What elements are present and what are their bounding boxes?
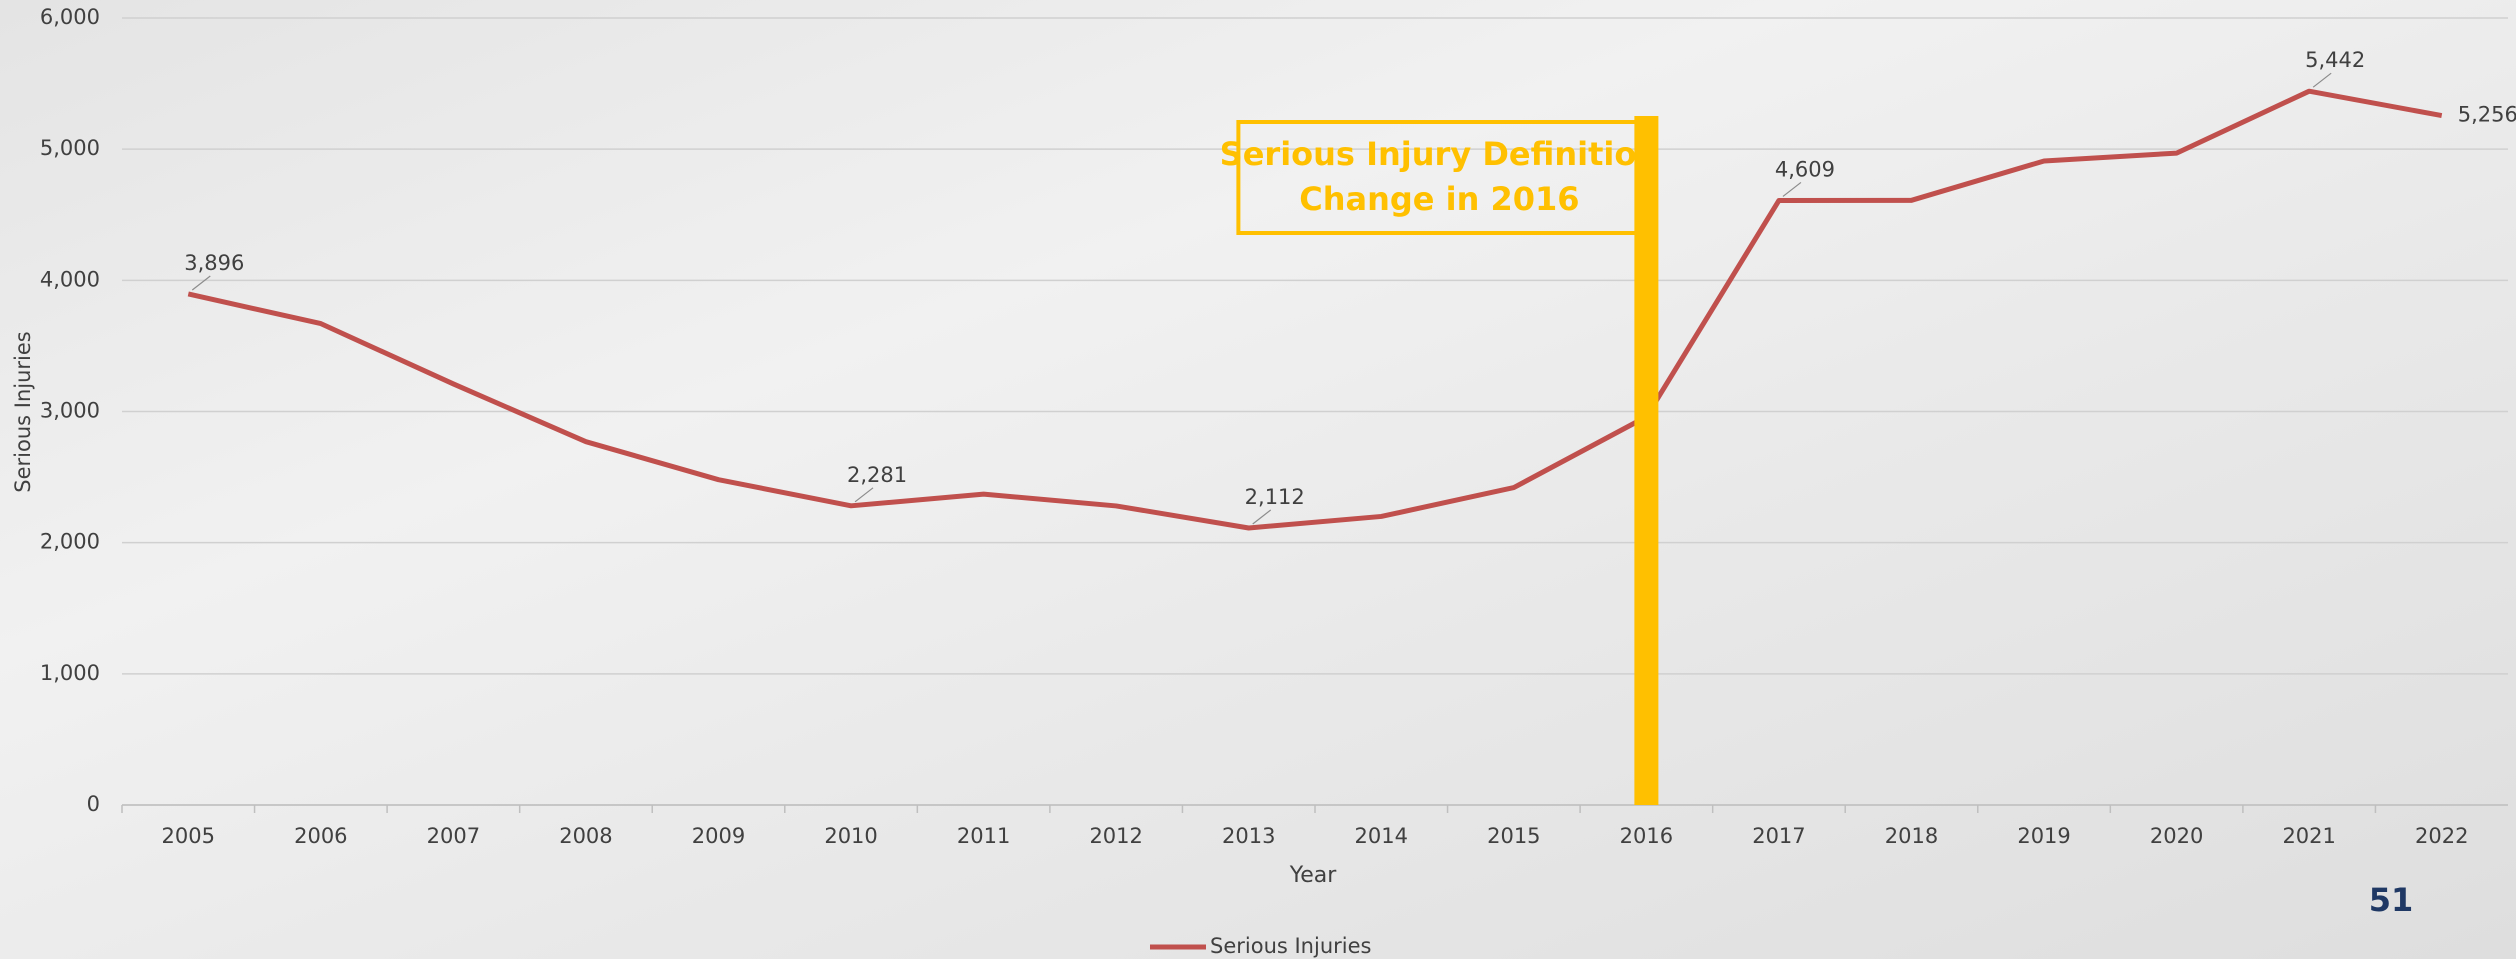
x-tick-label: 2008: [559, 824, 612, 848]
x-tick-label: 2009: [692, 824, 745, 848]
x-tick-label: 2012: [1089, 824, 1142, 848]
x-tick-label: 2020: [2150, 824, 2203, 848]
x-tick-label: 2005: [162, 824, 215, 848]
data-label: 2,281: [847, 463, 907, 487]
leader-line: [1252, 509, 1272, 525]
leader-line: [191, 275, 211, 291]
x-tick-label: 2011: [957, 824, 1010, 848]
leader-line: [2312, 72, 2332, 88]
x-tick-label: 2013: [1222, 824, 1275, 848]
y-tick-label: 1,000: [40, 661, 100, 685]
leader-line: [1782, 181, 1802, 197]
x-tick-label: 2007: [427, 824, 480, 848]
y-tick-label: 6,000: [40, 5, 100, 29]
x-tick-label: 2015: [1487, 824, 1540, 848]
y-tick-label: 2,000: [40, 530, 100, 554]
y-tick-label: 5,000: [40, 136, 100, 160]
annotation-text: Change in 2016: [1299, 180, 1579, 218]
data-label: 5,442: [2305, 48, 2365, 72]
data-label: 2,112: [1245, 485, 1305, 509]
x-tick-label: 2014: [1355, 824, 1408, 848]
x-tick-label: 2017: [1752, 824, 1805, 848]
x-tick-label: 2010: [824, 824, 877, 848]
data-label: 3,896: [184, 251, 244, 275]
x-tick-label: 2006: [294, 824, 347, 848]
x-tick-label: 2021: [2282, 824, 2335, 848]
x-tick-label: 2019: [2017, 824, 2070, 848]
x-axis-title: Year: [1289, 863, 1338, 888]
legend-label: Serious Injuries: [1210, 934, 1371, 958]
leader-line: [854, 487, 874, 503]
data-label: 4,609: [1775, 157, 1835, 181]
page-number: 51: [2369, 881, 2414, 919]
y-tick-label: 4,000: [40, 267, 100, 291]
y-tick-label: 3,000: [40, 399, 100, 423]
x-tick-label: 2016: [1620, 824, 1673, 848]
annotation-bar: [1634, 116, 1659, 805]
annotation-text: Serious Injury Definition: [1220, 135, 1659, 173]
x-tick-label: 2022: [2415, 824, 2468, 848]
y-tick-label: 0: [87, 792, 100, 816]
data-label: 5,256: [2458, 103, 2516, 127]
x-tick-label: 2018: [1885, 824, 1938, 848]
line: [187, 88, 2443, 531]
y-axis-title: Serious Injuries: [11, 331, 35, 492]
